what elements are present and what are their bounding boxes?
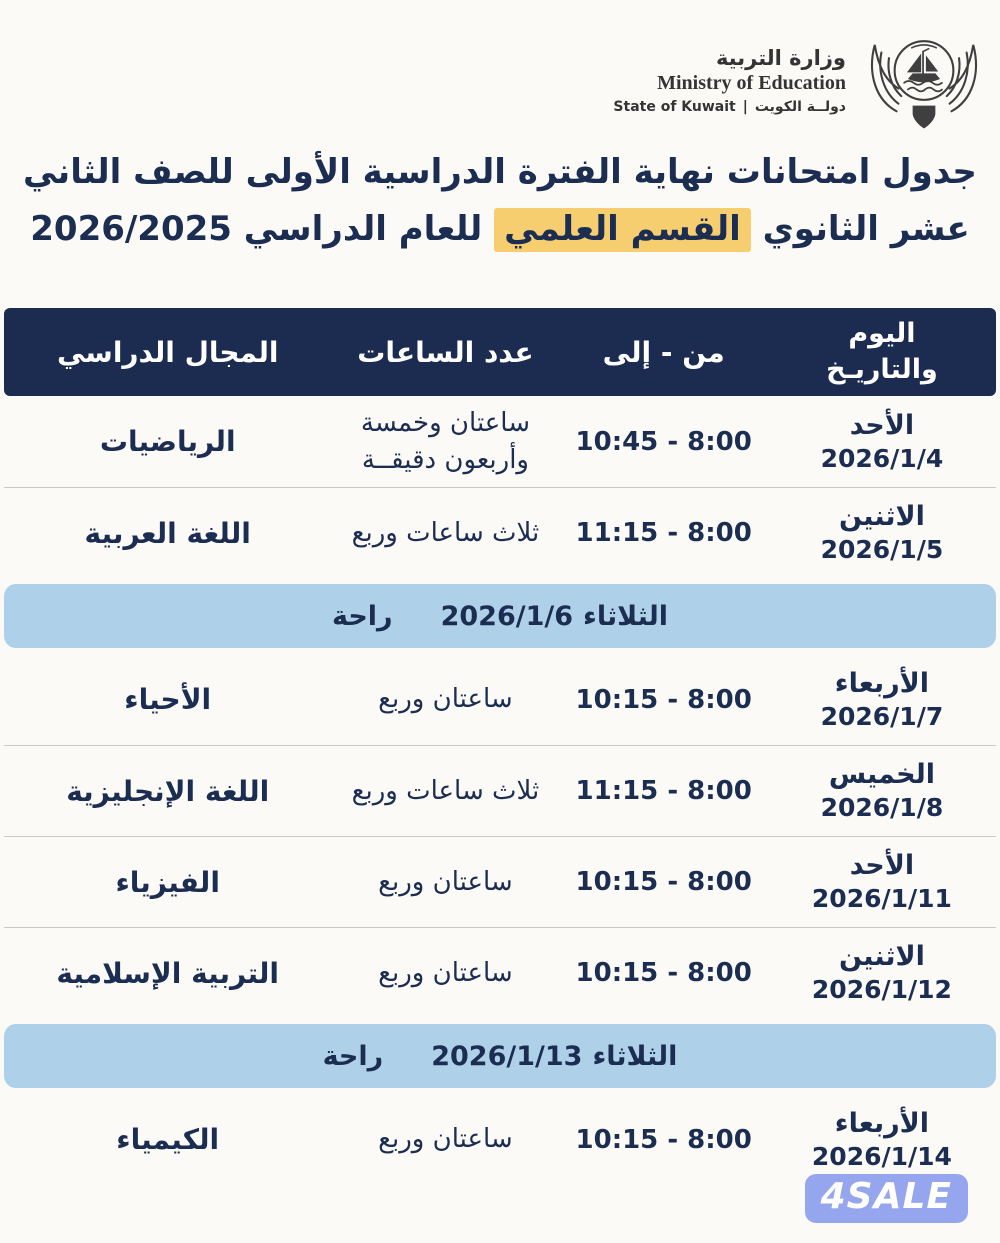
hours-cell: ثلاث ساعات وربع	[351, 517, 540, 548]
day-cell: الأربعاء 2026/1/7	[820, 667, 944, 731]
time-cell: 10:15 - 8:00	[575, 684, 752, 715]
hours-cell: ساعتان وربع	[378, 684, 513, 715]
time-cell: 10:15 - 8:00	[575, 958, 752, 988]
day-cell: الأحد 2026/1/4	[820, 409, 944, 473]
separator-bar: |	[742, 98, 748, 115]
state-name-arabic: دولــة الكويت	[754, 98, 846, 115]
hours-cell: ساعتان وربع	[378, 1124, 513, 1155]
header-subject: المجال الدراسي	[56, 335, 279, 369]
hours-cell: ساعتان وربع	[378, 866, 513, 897]
subject-cell: اللغة الإنجليزية	[66, 774, 270, 808]
page-title: جدول امتحانات نهاية الفترة الدراسية الأو…	[0, 144, 1000, 264]
subject-cell: اللغة العربية	[84, 516, 251, 550]
exam-row: الأربعاء 2026/1/7 10:15 - 8:00 ساعتان ور…	[4, 654, 996, 745]
ministry-name-english: Ministry of Education	[657, 71, 846, 94]
subject-cell: الفيزياء	[115, 865, 220, 899]
subject-cell: الكيمياء	[116, 1123, 220, 1156]
state-name-english: State of Kuwait	[613, 98, 736, 115]
logo-strip: وزارة التربية Ministry of Education دولـ…	[0, 0, 1000, 134]
subject-cell: التربية الإسلامية	[56, 956, 279, 990]
day-cell: الاثنين 2026/1/5	[820, 501, 944, 565]
title-line-2: عشر الثانوي القسم العلمي للعام الدراسي 2…	[0, 201, 1000, 258]
day-cell: الاثنين 2026/1/12	[811, 941, 952, 1005]
rest-row: الثلاثاء 2026/1/6 راحة	[4, 584, 996, 648]
exam-row: الخميس 2026/1/8 11:15 - 8:00 ثلاث ساعات …	[4, 745, 996, 836]
time-cell: 11:15 - 8:00	[575, 518, 752, 548]
hours-cell: ساعتان وربع	[378, 957, 513, 988]
subject-cell: الأحياء	[124, 683, 212, 716]
title-line2-end: للعام الدراسي	[243, 209, 483, 250]
academic-year: 2026/2025	[30, 209, 232, 250]
exam-row: الأحد 2026/1/4 10:45 - 8:00 ساعتان وخمسة…	[4, 396, 996, 487]
rest-label: راحة	[322, 1040, 384, 1072]
time-cell: 10:15 - 8:00	[575, 1124, 752, 1155]
exam-row: الأحد 2026/1/11 10:15 - 8:00 ساعتان وربع…	[4, 836, 996, 927]
rest-row: الثلاثاء 2026/1/13 راحة	[4, 1024, 996, 1088]
day-cell: الخميس 2026/1/8	[820, 759, 944, 823]
header-from-to: من - إلى	[602, 335, 725, 369]
header-hours: عدد الساعات	[357, 335, 534, 369]
ministry-name-arabic: وزارة التربية	[715, 45, 846, 70]
kuwait-coat-of-arms-icon	[862, 26, 986, 134]
table-header-row: اليوم والتاريـخ من - إلى عدد الساعات الم…	[4, 308, 996, 396]
title-highlight-science-section: القسم العلمي	[494, 208, 751, 253]
4sale-watermark-logo: 4SALE	[804, 1174, 968, 1223]
hours-cell: ساعتان وخمسة وأربعون دقيقــة	[360, 408, 531, 475]
exam-row: الاثنين 2026/1/5 11:15 - 8:00 ثلاث ساعات…	[4, 487, 996, 578]
table-rows: الأحد 2026/1/4 10:45 - 8:00 ساعتان وخمسة…	[4, 396, 996, 1185]
header-day-date: اليوم والتاريـخ	[826, 318, 938, 385]
day-cell: الأربعاء 2026/1/14	[811, 1107, 952, 1171]
ministry-text-block: وزارة التربية Ministry of Education دولـ…	[613, 46, 846, 115]
time-cell: 11:15 - 8:00	[575, 776, 752, 806]
rest-day-date: الثلاثاء 2026/1/6	[440, 600, 669, 632]
time-cell: 10:45 - 8:00	[575, 426, 752, 457]
subject-cell: الرياضيات	[99, 425, 236, 458]
title-line2-start: عشر الثانوي	[762, 209, 970, 250]
time-cell: 10:15 - 8:00	[575, 867, 752, 897]
hours-cell: ثلاث ساعات وربع	[351, 775, 540, 806]
day-cell: الأحد 2026/1/11	[811, 850, 952, 914]
exam-row: الأربعاء 2026/1/14 10:15 - 8:00 ساعتان و…	[4, 1094, 996, 1185]
rest-label: راحة	[331, 600, 393, 632]
exam-schedule-table: اليوم والتاريـخ من - إلى عدد الساعات الم…	[4, 308, 996, 1185]
state-of-kuwait-line: دولــة الكويت | State of Kuwait	[613, 99, 846, 115]
title-line-1: جدول امتحانات نهاية الفترة الدراسية الأو…	[23, 152, 977, 192]
exam-row: الاثنين 2026/1/12 10:15 - 8:00 ساعتان ور…	[4, 927, 996, 1018]
rest-day-date: الثلاثاء 2026/1/13	[431, 1040, 678, 1072]
